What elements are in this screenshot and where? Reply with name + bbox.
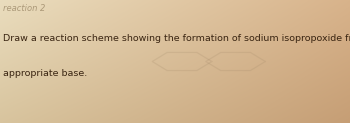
- Text: reaction 2: reaction 2: [3, 4, 45, 13]
- Text: appropriate base.: appropriate base.: [3, 69, 87, 78]
- Text: Draw a reaction scheme showing the formation of sodium isopropoxide from isoprop: Draw a reaction scheme showing the forma…: [3, 34, 350, 43]
